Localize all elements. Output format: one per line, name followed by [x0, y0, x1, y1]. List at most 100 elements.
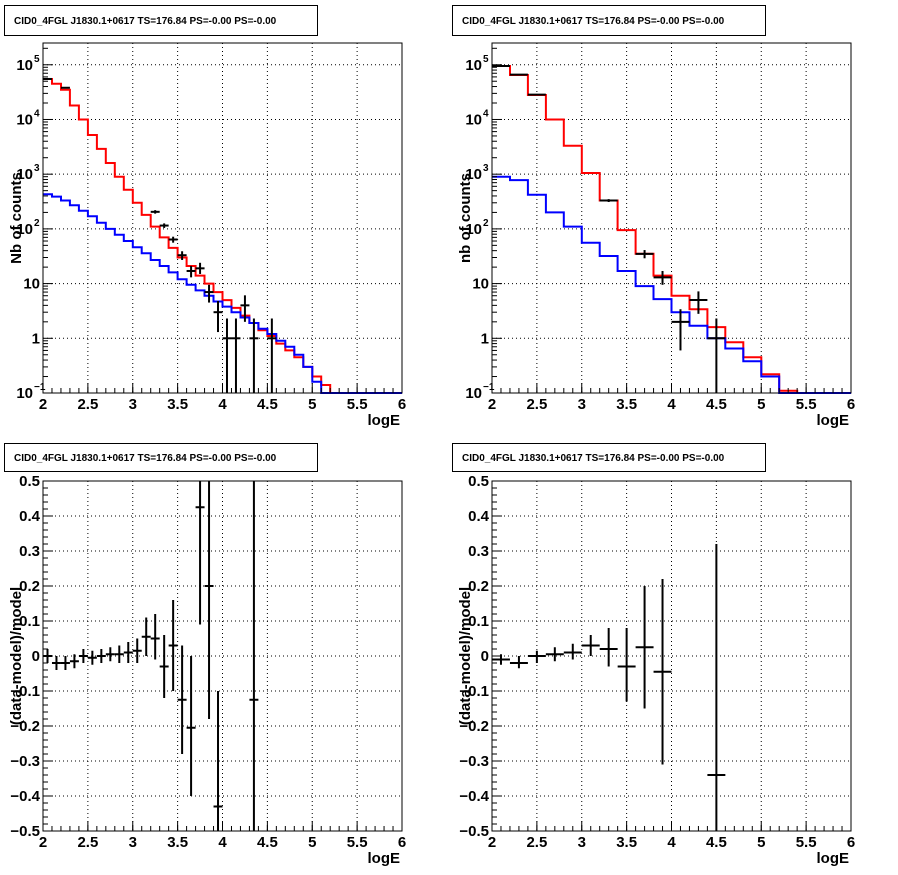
data-point	[249, 481, 259, 831]
x-tick-label: 3	[578, 834, 586, 851]
data-point	[231, 318, 241, 393]
y-tick-label: −0.2	[10, 718, 40, 735]
data-point	[563, 643, 582, 660]
x-tick-label: 6	[398, 834, 406, 851]
x-tick-label: 4.5	[706, 834, 727, 851]
data-point	[635, 586, 654, 709]
y-tick-exponent: 3	[34, 163, 40, 174]
data-point	[617, 628, 636, 702]
data-point	[707, 544, 726, 831]
data-point	[599, 199, 618, 203]
y-tick-exponent: 2	[483, 218, 489, 229]
y-tick-label: −0.1	[459, 683, 489, 700]
y-axis: −0.5 −0.4 −0.3 −0.2 −0.1 0 0.1 0.2 0.3 0.4 0.5	[10, 473, 53, 840]
x-axis: 2 2.5 3 3.5 4 4.5 5 5.5 6	[39, 383, 406, 413]
data-point	[78, 649, 88, 663]
data-point	[527, 93, 546, 96]
data-point	[689, 291, 708, 314]
y-tick-label: 0	[32, 648, 40, 665]
x-tick-label: 2	[488, 396, 496, 413]
x-tick-label: 5	[308, 396, 316, 413]
x-tick-label: 6	[398, 396, 406, 413]
x-tick-label: 4	[667, 396, 676, 413]
data-point	[141, 617, 151, 656]
y-tick-exponent: 3	[483, 163, 489, 174]
data-point	[509, 656, 528, 669]
chart-title: CID0_4FGL J1830.1+0617 TS=176.84 PS=-0.0…	[14, 453, 277, 464]
y-tick-label: 10	[23, 276, 40, 293]
data-point	[581, 635, 600, 656]
data-point	[150, 210, 160, 214]
y-tick-label: 0	[481, 648, 489, 665]
y-tick-label: −0.4	[10, 788, 40, 805]
y-tick-label: −0.3	[459, 753, 489, 770]
x-axis-label: logE	[817, 850, 850, 867]
data-point	[69, 654, 79, 669]
title-box	[4, 5, 318, 36]
panel-tl: CID0_4FGL J1830.1+0617 TS=176.84 PS=-0.0…	[4, 5, 406, 429]
data-point	[222, 318, 232, 393]
x-tick-label: 4.5	[706, 396, 727, 413]
y-tick-label: −0.5	[459, 823, 489, 840]
y-tick-exponent: −1	[483, 382, 495, 393]
data-points	[492, 64, 726, 393]
data-point	[249, 318, 259, 393]
data-point	[177, 645, 187, 754]
y-tick-exponent: 5	[34, 54, 40, 65]
x-tick-label: 5	[757, 396, 765, 413]
x-tick-label: 2	[488, 834, 496, 851]
y-tick-label: 0.3	[468, 543, 489, 560]
data-point	[599, 628, 618, 667]
y-axis-label: (data-model)/model	[8, 587, 25, 725]
y-tick-label: 10	[465, 385, 482, 402]
x-tick-label: 4.5	[257, 834, 278, 851]
y-tick-label: 10	[16, 111, 33, 128]
data-point	[87, 650, 97, 665]
y-tick-label: 0.2	[19, 578, 40, 595]
y-tick-label: 10	[465, 221, 482, 238]
y-tick-exponent: 5	[483, 54, 489, 65]
y-tick-label: 0.3	[19, 543, 40, 560]
data-point	[168, 600, 178, 691]
x-axis: 2 2.5 3 3.5 4 4.5 5 5.5 6	[39, 821, 406, 851]
x-tick-label: 2.5	[526, 834, 547, 851]
x-tick-label: 4	[667, 834, 676, 851]
panel-bl: CID0_4FGL J1830.1+0617 TS=176.84 PS=-0.0…	[4, 443, 406, 867]
data-points	[492, 544, 726, 831]
data-point	[267, 318, 277, 393]
y-tick-label: 0.5	[19, 473, 40, 490]
y-tick-label: −0.2	[459, 718, 489, 735]
x-tick-label: 2.5	[77, 396, 98, 413]
data-point	[150, 614, 160, 660]
y-tick-label: 10	[465, 57, 482, 74]
x-tick-label: 3.5	[167, 396, 188, 413]
y-tick-label: −0.3	[10, 753, 40, 770]
x-tick-label: 5.5	[347, 834, 368, 851]
x-tick-label: 2.5	[77, 834, 98, 851]
data-point	[240, 295, 250, 322]
x-tick-label: 5.5	[347, 396, 368, 413]
y-tick-label: −0.1	[10, 683, 40, 700]
y-tick-label: 0.1	[468, 613, 489, 630]
data-point	[96, 649, 106, 663]
data-point	[195, 262, 205, 274]
y-axis-label: Nb of counts	[8, 172, 25, 264]
data-point	[186, 265, 196, 278]
chart-title: CID0_4FGL J1830.1+0617 TS=176.84 PS=-0.0…	[462, 16, 725, 27]
x-tick-label: 5	[757, 834, 765, 851]
x-tick-label: 2.5	[526, 396, 547, 413]
chart-title: CID0_4FGL J1830.1+0617 TS=176.84 PS=-0.0…	[14, 16, 277, 27]
y-tick-label: 10	[16, 166, 33, 183]
y-tick-label: 1	[32, 330, 40, 347]
data-point	[159, 635, 169, 698]
x-axis-label: logE	[817, 412, 850, 429]
x-tick-label: 2	[39, 834, 47, 851]
x-tick-label: 4	[218, 834, 227, 851]
data-point	[177, 251, 187, 260]
data-point	[195, 481, 205, 625]
data-point	[707, 318, 726, 393]
y-axis: −0.5 −0.4 −0.3 −0.2 −0.1 0 0.1 0.2 0.3 0.4 0.5	[459, 473, 502, 840]
x-axis: 2 2.5 3 3.5 4 4.5 5 5.5 6	[488, 821, 855, 851]
data-point	[527, 650, 546, 663]
